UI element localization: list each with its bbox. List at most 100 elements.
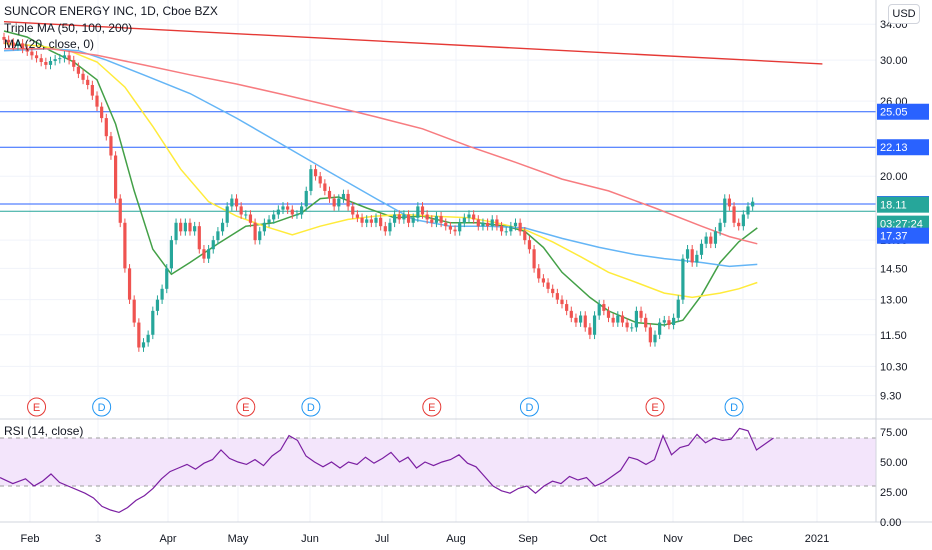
price-label: 25.05 (880, 107, 908, 119)
candle-body (151, 310, 155, 335)
candle-body (592, 315, 597, 335)
candle-body (411, 217, 415, 223)
candle-body (258, 231, 262, 241)
candle-body (127, 268, 132, 300)
candle-body (351, 206, 355, 215)
candle-body (267, 219, 271, 223)
rsi-legend[interactable]: RSI (14, close) (4, 424, 84, 438)
candle-body (146, 334, 150, 343)
candle-body (379, 217, 383, 227)
candle-body (7, 39, 11, 43)
indicator-legend-ma20[interactable]: MA (20, close, 0) (4, 37, 95, 51)
indicator-legend-triple-ma[interactable]: Triple MA (50, 100, 200) (4, 21, 133, 35)
price-label: 17.37 (880, 231, 908, 243)
candle-body (406, 214, 411, 223)
rsi-tick-label: 25.00 (880, 487, 908, 499)
candle-body (499, 226, 504, 232)
candle-body (25, 48, 29, 52)
price-tick-label: 20.00 (880, 171, 908, 183)
candle-body (281, 206, 285, 210)
candle-body (709, 236, 713, 244)
candle-body (588, 327, 592, 335)
candles-layer (2, 32, 755, 352)
candle-body (504, 231, 508, 233)
candle-body (467, 214, 471, 218)
candle-body (374, 217, 378, 223)
candle-body (462, 217, 466, 223)
candle-body (276, 209, 280, 215)
candle-body (695, 254, 699, 263)
candle-body (123, 222, 127, 269)
candle-body (95, 95, 99, 107)
candle-body (197, 226, 201, 250)
time-tick-label: 2021 (805, 533, 829, 545)
candle-body (86, 79, 90, 86)
candle-body (169, 240, 173, 269)
candle-body (453, 229, 457, 232)
event-marker-d (724, 397, 744, 417)
candle-body (681, 258, 685, 300)
time-tick-label: Aug (446, 533, 466, 545)
candle-body (402, 214, 406, 220)
candle-body (155, 299, 160, 311)
candle-body (365, 219, 369, 223)
candle-body (183, 222, 187, 232)
price-tick-label: 10.30 (880, 361, 908, 373)
candle-body (62, 55, 67, 59)
candle-body (546, 282, 550, 289)
candle-body (48, 61, 53, 65)
candle-body (39, 58, 43, 62)
candle-body (114, 155, 118, 199)
candle-body (388, 222, 392, 232)
candle-body (579, 315, 583, 323)
candle-body (67, 55, 71, 61)
candle-body (341, 193, 346, 199)
candle-body (574, 317, 578, 323)
event-label: D (98, 402, 106, 414)
candle-body (393, 214, 397, 223)
candle-body (602, 304, 606, 311)
candle-body (658, 322, 662, 335)
currency-button[interactable]: USD (888, 4, 920, 24)
candle-body (541, 278, 545, 283)
candle-body (262, 222, 266, 232)
candle-body (634, 310, 638, 328)
rsi-tick-label: 75.00 (880, 427, 908, 439)
candle-body (476, 219, 480, 227)
price-tick-label: 11.50 (880, 330, 907, 342)
candle-body (560, 299, 564, 305)
candle-body (676, 299, 680, 318)
candle-body (81, 73, 85, 80)
candle-body (569, 310, 573, 318)
event-marker-e (236, 397, 256, 417)
candle-body (518, 222, 522, 232)
event-marker-e (422, 397, 442, 417)
event-marker-d (301, 397, 321, 417)
candle-body (202, 249, 206, 259)
rsi-band (0, 438, 876, 486)
candle-body (606, 310, 611, 318)
candle-body (346, 193, 350, 207)
candle-body (616, 315, 620, 323)
event-marker-d (519, 397, 539, 417)
event-marker-d (92, 397, 112, 417)
candle-body (211, 240, 215, 250)
candle-body (383, 226, 387, 232)
candle-body (76, 66, 80, 74)
candle-body (723, 198, 727, 223)
event-label: E (242, 402, 249, 414)
price-label: 03:27:24 (880, 219, 923, 231)
candle-body (746, 206, 750, 215)
candle-body (583, 315, 587, 328)
candle-body (234, 198, 239, 207)
candle-body (165, 268, 169, 289)
candle-body (313, 169, 318, 177)
price-tick-label: 30.00 (880, 55, 908, 67)
price-label-box (877, 227, 929, 244)
candle-body (225, 206, 229, 223)
candle-body (179, 222, 183, 232)
